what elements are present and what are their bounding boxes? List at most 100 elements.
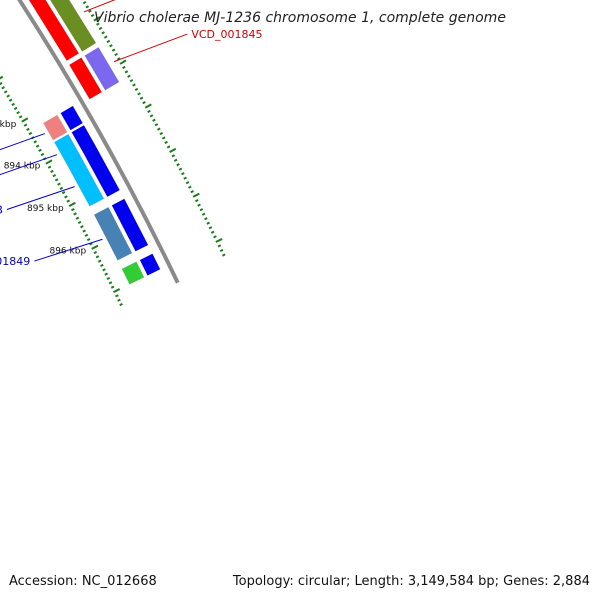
inner-tick	[0, 82, 3, 86]
inner-tick	[119, 302, 123, 307]
outer-tick	[159, 131, 164, 136]
label-leader	[113, 33, 188, 63]
feature-label: pyrB	[0, 204, 3, 217]
inner-tick	[16, 111, 20, 115]
inner-tick	[112, 288, 121, 294]
gene-bar-reverse	[54, 133, 81, 164]
inner-tick	[100, 263, 104, 268]
outer-tick	[199, 208, 204, 212]
inner-tick	[50, 169, 54, 174]
inner-tick	[71, 208, 75, 212]
outer-tick	[147, 109, 151, 114]
outer-tick	[157, 127, 161, 131]
outer-tick	[181, 172, 185, 176]
outer-tick	[101, 31, 105, 35]
outer-tick	[109, 44, 113, 48]
inner-tick	[117, 298, 121, 302]
outer-tick	[183, 176, 187, 180]
inner-tick	[91, 244, 99, 250]
inner-tick	[80, 225, 84, 229]
outer-tick	[149, 114, 154, 118]
gene-bar-forward	[50, 0, 97, 52]
outer-tick	[119, 59, 127, 65]
outer-tick	[169, 147, 177, 153]
feature-labels: VCD_001841VCD_001842VCD_001843VCD_001844…	[0, 0, 263, 268]
inner-tick	[110, 285, 115, 289]
label-leader	[83, 0, 116, 13]
accession-text: Accession: NC_012668	[9, 574, 157, 589]
outer-tick	[124, 70, 129, 74]
outer-tick	[185, 181, 190, 185]
gene-bar-reverse	[121, 261, 145, 285]
inner-tick	[57, 182, 61, 186]
outer-tick	[204, 217, 208, 221]
map-title: Vibrio cholerae MJ-1236 chromosome 1, co…	[94, 10, 506, 26]
outer-tick	[192, 192, 200, 198]
inner-tick	[84, 233, 89, 237]
label-leader	[0, 133, 46, 151]
inner-tick	[21, 117, 29, 123]
outer-tick	[222, 253, 226, 257]
outer-tick	[152, 118, 156, 122]
inner-tick	[3, 90, 8, 94]
outer-tick	[134, 87, 139, 92]
outer-tick	[139, 96, 144, 100]
outer-tick	[142, 101, 146, 105]
outer-tick	[106, 39, 111, 44]
outer-tick	[137, 92, 141, 96]
cds-arrow-reverse	[60, 105, 84, 131]
scale-tick-label: 896 kbp	[49, 247, 86, 257]
inner-tick	[1, 86, 5, 90]
outer-tick	[201, 212, 206, 216]
outer-tick	[129, 79, 134, 83]
inner-tick	[95, 255, 100, 259]
label-leader	[0, 154, 58, 176]
outer-tick	[82, 0, 87, 5]
outer-tick	[116, 57, 121, 61]
gene-bar-reverse	[66, 155, 105, 207]
inner-tick	[68, 201, 76, 207]
inner-tick	[11, 102, 15, 106]
inner-tick	[108, 281, 113, 285]
inner-tick	[13, 106, 18, 111]
outer-tick	[188, 185, 192, 189]
outer-tick	[194, 199, 199, 203]
label-leader	[34, 238, 103, 262]
inner-tick	[6, 94, 10, 98]
inner-tick	[33, 140, 38, 144]
inner-tick	[89, 242, 93, 246]
scale-tick-label: 893 kbp	[0, 120, 17, 130]
inner-tick	[38, 148, 42, 152]
outer-tick	[85, 5, 90, 9]
scale-tick-label: 895 kbp	[27, 204, 64, 214]
inner-tick	[82, 229, 86, 233]
outer-tick	[96, 22, 100, 26]
gene-bar-reverse	[43, 114, 68, 141]
outer-tick	[217, 244, 222, 248]
outer-tick	[111, 48, 116, 52]
inner-tick	[0, 75, 4, 80]
outer-tick	[178, 167, 183, 171]
inner-tick	[23, 123, 28, 127]
outer-tick	[208, 226, 213, 230]
outer-tick	[166, 145, 171, 149]
outer-tick	[213, 235, 217, 239]
outer-tick	[215, 238, 223, 243]
outer-tick	[176, 163, 180, 167]
cds-arrow-forward	[28, 0, 43, 7]
chromosome-backbone	[17, 0, 180, 284]
cds-arrow-reverse	[139, 253, 161, 276]
outer-tick	[144, 103, 152, 109]
outer-tick	[127, 74, 131, 78]
outer-tick	[132, 83, 136, 87]
outer-tick	[173, 158, 178, 162]
cds-arrow-forward	[69, 57, 103, 100]
inner-tick	[35, 144, 40, 148]
outer-tick	[122, 65, 126, 70]
outer-tick	[114, 52, 118, 57]
summary-text: Topology: circular; Length: 3,149,584 bp…	[232, 574, 590, 589]
inner-tick	[75, 216, 80, 220]
inner-tick	[61, 190, 66, 195]
inner-tick	[106, 276, 111, 281]
